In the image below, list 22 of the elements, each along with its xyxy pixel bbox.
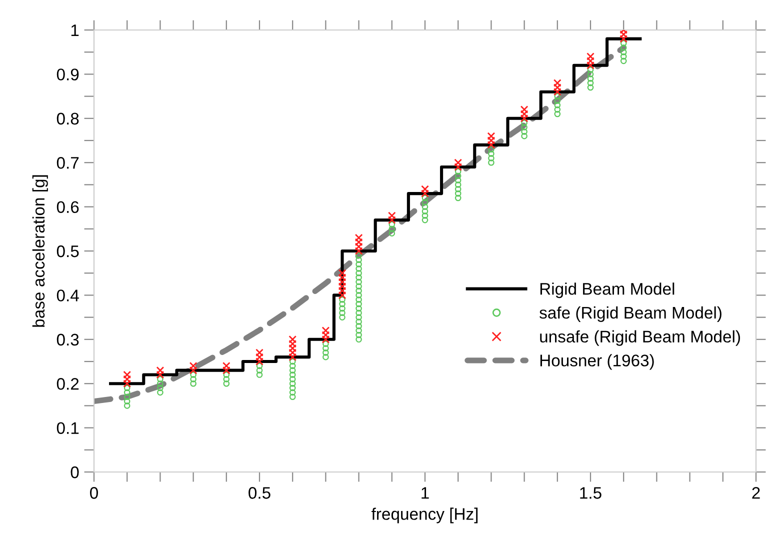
y-tick-label: 0.3	[56, 334, 79, 346]
x-axis-title: frequency [Hz]	[372, 508, 478, 524]
y-tick-label: 0.5	[56, 245, 79, 258]
x-tick-label: 0	[90, 487, 98, 499]
y-tick-label: 1	[71, 24, 79, 36]
y-tick-label: 0.1	[56, 422, 79, 434]
y-tick-label: 0.8	[56, 112, 79, 125]
legend-label: safe (Rigid Beam Model)	[540, 306, 722, 322]
y-tick-label: 0.9	[56, 68, 79, 80]
x-tick-label: 1	[422, 487, 429, 499]
legend-label: Housner (1963)	[540, 354, 654, 370]
y-tick-label: 0.4	[56, 290, 79, 302]
y-tick-label: 0.7	[56, 157, 79, 169]
legend-label: unsafe (Rigid Beam Model)	[540, 330, 740, 346]
y-tick-label: 0.6	[56, 201, 79, 214]
y-tick-label: 0.2	[56, 378, 79, 390]
y-tick-label: 0	[70, 466, 79, 478]
legend-label: Rigid Beam Model	[540, 282, 674, 298]
x-tick-label: 1.5	[580, 487, 602, 499]
y-axis-title: base acceleration [g]	[32, 175, 48, 327]
x-tick-label: 0.5	[248, 487, 270, 499]
x-tick-label: 2	[752, 487, 760, 499]
